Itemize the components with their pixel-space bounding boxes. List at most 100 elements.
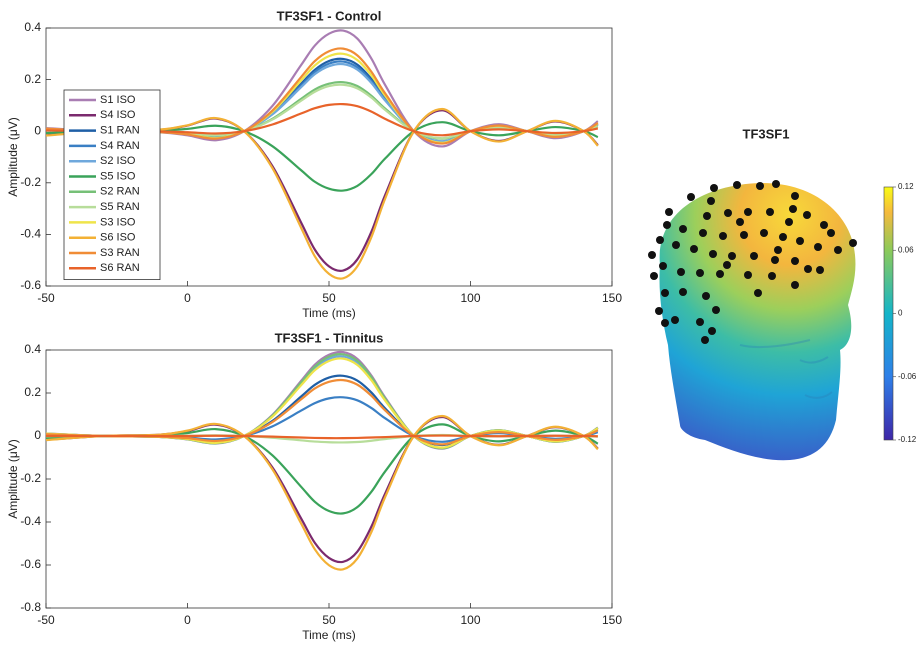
legend-label: S5 ISO [100,170,136,182]
electrode [699,229,707,237]
electrode [834,246,842,254]
electrode [740,231,748,239]
electrode [816,266,824,274]
electrode [789,205,797,213]
electrode [760,229,768,237]
x-tick-label: 150 [602,291,622,305]
x-tick-label: 150 [602,613,622,627]
electrode [659,262,667,270]
electrode [803,211,811,219]
legend-label: S1 ISO [100,94,136,106]
electrode [655,307,663,315]
x-tick-label: 50 [322,291,336,305]
x-tick-label: 100 [460,291,480,305]
legend-label: S4 ISO [100,109,136,121]
electrode [703,212,711,220]
electrode [708,327,716,335]
electrode [779,233,787,241]
y-tick-label: -0.2 [20,175,41,189]
electrode [744,271,752,279]
colorbar-tick-label: -0.06 [898,372,917,381]
electrode [724,209,732,217]
electrode [701,336,709,344]
electrode [672,241,680,249]
y-tick-label: 0.2 [24,385,41,399]
electrode [679,225,687,233]
y-tick-label: -0.4 [20,227,41,241]
electrode [656,236,664,244]
colorbar-tick-label: 0 [898,309,903,318]
x-axis-label: Time (ms) [302,306,356,320]
colorbar [884,187,893,440]
electrode [733,181,741,189]
y-tick-label: -0.6 [20,557,41,571]
electrode [768,272,776,280]
x-tick-label: -50 [37,291,55,305]
electrode [774,246,782,254]
chart-title: TF3SF1 - Control [277,8,382,23]
electrode [827,229,835,237]
electrode [736,218,744,226]
electrode [671,316,679,324]
electrode [707,197,715,205]
legend-label: S6 ISO [100,232,136,244]
y-axis-label: Amplitude (μV) [6,117,20,197]
y-tick-label: 0 [34,123,41,137]
electrode [687,193,695,201]
electrode [679,288,687,296]
chart-title: TF3SF1 - Tinnitus [275,330,384,345]
legend-label: S6 RAN [100,262,140,274]
electrode [814,243,822,251]
colorbar-tick-label: -0.12 [898,435,917,444]
electrode [710,184,718,192]
electrode [677,268,685,276]
y-axis-label: Amplitude (μV) [6,439,20,519]
electrode [648,251,656,259]
electrode [712,306,720,314]
electrode [650,272,658,280]
y-tick-label: -0.8 [20,600,41,614]
electrode [804,265,812,273]
plot-area [46,350,612,608]
x-tick-label: -50 [37,613,55,627]
electrode [661,289,669,297]
legend-label: S1 RAN [100,125,140,137]
electrode [690,245,698,253]
y-tick-label: 0.2 [24,72,41,86]
x-tick-label: 50 [322,613,336,627]
electrode [772,180,780,188]
figure: TF3SF1 -0.12 -0.06 0 0.06 0.12 TF3SF1 - Contr… [0,0,922,649]
electrode [791,257,799,265]
electrode [716,270,724,278]
electrode [719,232,727,240]
electrode [791,192,799,200]
electrode [750,252,758,260]
y-tick-label: 0 [34,428,41,442]
electrode [723,261,731,269]
x-tick-label: 0 [184,613,191,627]
electrode [771,256,779,264]
page: TF3SF1 -0.12 -0.06 0 0.06 0.12 TF3SF1 - Contr… [0,0,922,654]
y-tick-label: -0.2 [20,471,41,485]
electrode [744,208,752,216]
y-tick-label: 0.4 [24,342,41,356]
electrode [663,221,671,229]
electrode [702,292,710,300]
legend-label: S2 ISO [100,155,136,167]
y-tick-label: -0.4 [20,514,41,528]
electrode [665,208,673,216]
legend-label: S4 RAN [100,140,140,152]
y-tick-label: 0.4 [24,20,41,34]
electrode [696,318,704,326]
legend-label: S2 RAN [100,186,140,198]
electrode [756,182,764,190]
electrode [791,281,799,289]
colorbar-tick-label: 0.12 [898,182,914,191]
electrode [796,237,804,245]
x-tick-label: 0 [184,291,191,305]
colorbar-tick-label: 0.06 [898,245,914,254]
electrode [709,250,717,258]
x-axis-label: Time (ms) [302,628,356,642]
legend-label: S5 RAN [100,201,140,213]
topomap-title: TF3SF1 [743,126,790,141]
